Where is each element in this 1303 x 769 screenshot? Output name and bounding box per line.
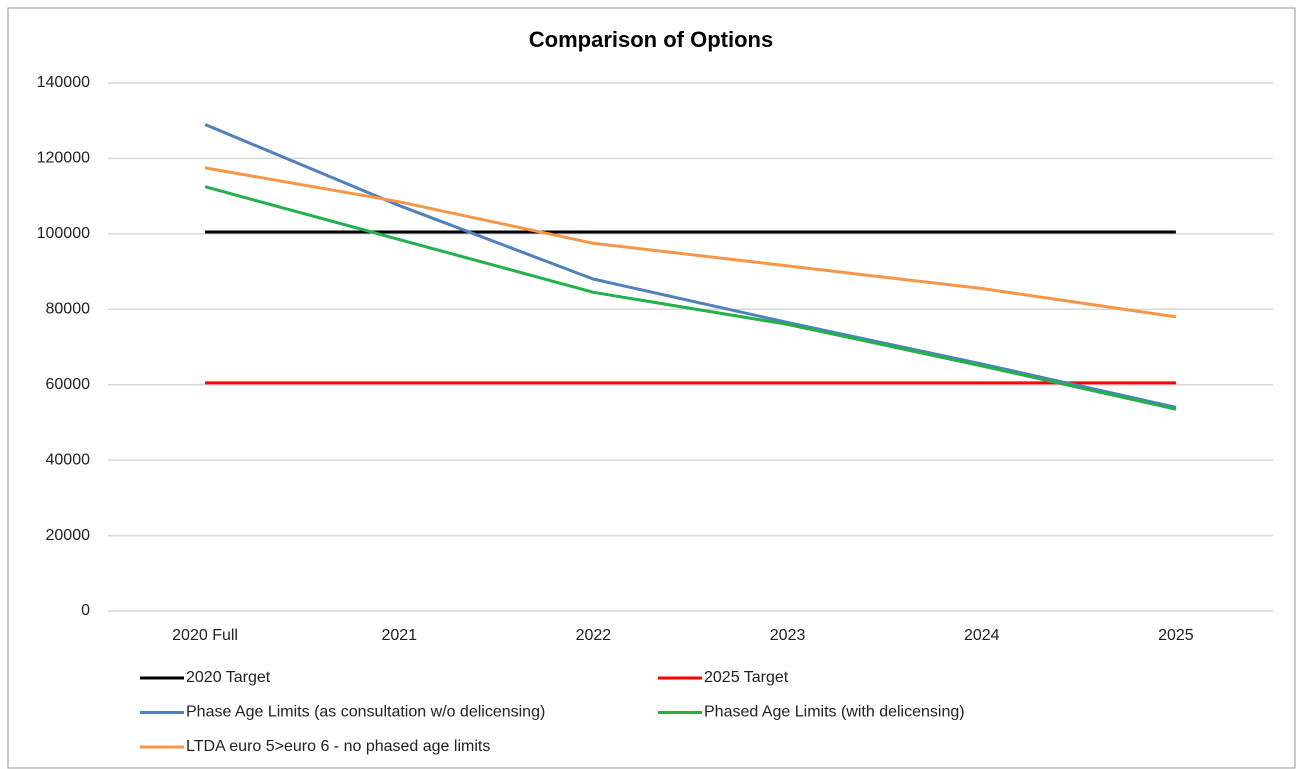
y-tick-label: 140000	[37, 74, 90, 91]
y-tick-label: 80000	[46, 301, 91, 318]
y-tick-label: 40000	[46, 451, 91, 468]
x-tick-label: 2022	[576, 627, 612, 644]
chart-title: Comparison of Options	[529, 27, 773, 52]
x-tick-label: 2021	[381, 627, 417, 644]
chart-frame	[7, 7, 1296, 769]
series-line	[204, 166, 1177, 319]
legend-label: LTDA euro 5>euro 6 - no phased age limit…	[186, 738, 490, 755]
series-line	[204, 123, 1177, 409]
legend-label: Phase Age Limits (as consultation w/o de…	[186, 704, 545, 721]
y-tick-label: 120000	[37, 150, 90, 167]
x-tick-label: 2020 Full	[172, 627, 238, 644]
legend-label: 2020 Target	[186, 669, 271, 686]
legend-label: Phased Age Limits (with delicensing)	[704, 704, 965, 721]
x-tick-label: 2023	[770, 627, 806, 644]
y-tick-label: 20000	[46, 527, 91, 544]
y-tick-label: 0	[81, 602, 90, 619]
x-tick-label: 2024	[964, 627, 1000, 644]
x-tick-label: 2025	[1158, 627, 1194, 644]
legend-label: 2025 Target	[704, 669, 789, 686]
series-line	[204, 185, 1177, 411]
y-tick-label: 100000	[37, 225, 90, 242]
y-tick-label: 60000	[46, 376, 91, 393]
